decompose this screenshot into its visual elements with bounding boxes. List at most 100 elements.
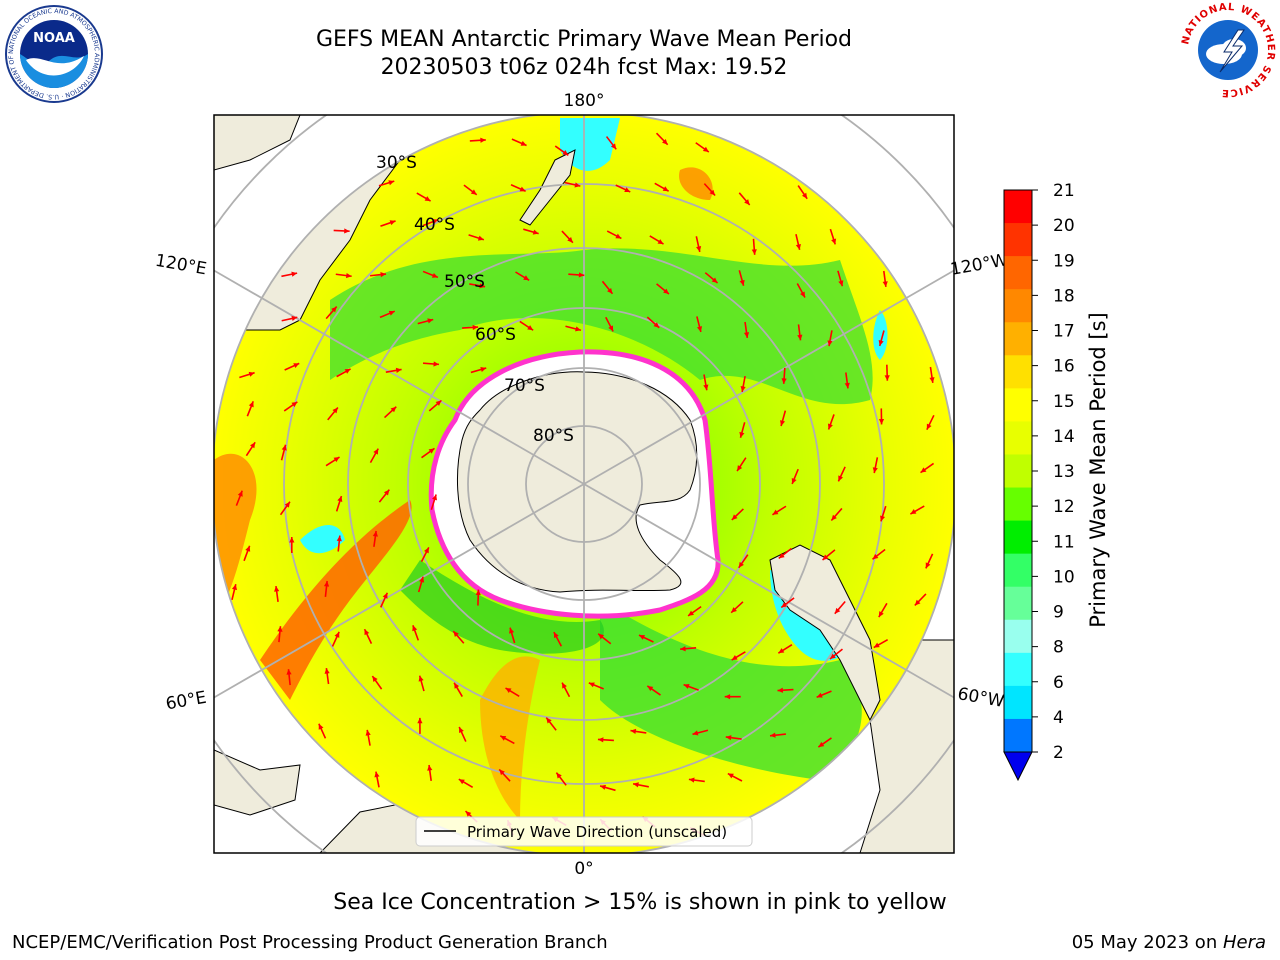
colorbar-tick-label: 11 — [1053, 532, 1075, 552]
wave-arrow-head — [432, 219, 439, 225]
lon-label-0: 0° — [574, 859, 593, 879]
colorbar-segment — [1004, 652, 1032, 687]
wave-arrow-head — [872, 467, 878, 474]
wave-arrow-head — [737, 465, 743, 472]
wave-arrow-head — [818, 741, 825, 748]
wave-arrow-head — [831, 238, 837, 245]
wave-arrow-head — [657, 239, 664, 245]
colorbar-segment — [1004, 718, 1032, 753]
wave-arrow-head — [289, 537, 295, 543]
wave-arrow-head — [739, 431, 745, 438]
wave-arrow-head — [500, 735, 507, 741]
lat-label-40s: 40°S — [414, 215, 455, 235]
wave-arrow-head — [291, 315, 298, 322]
wave-arrow-head — [424, 196, 431, 202]
wave-arrow-head — [739, 279, 745, 286]
wave-arrow-head — [332, 407, 338, 414]
colorbar-tick-label: 2 — [1053, 743, 1064, 763]
colorbar-extend-arrow — [1003, 751, 1033, 782]
colorbar-segment — [1004, 223, 1032, 257]
wave-arrow-head — [834, 607, 841, 614]
wave-arrow-head — [334, 631, 340, 638]
wave-arrow-head — [388, 310, 395, 316]
svg-text:NOAA: NOAA — [33, 31, 75, 46]
wave-arrow-head — [740, 386, 746, 392]
wave-arrow-head — [523, 275, 530, 281]
wave-arrow-head — [662, 186, 669, 192]
wave-arrow-head — [838, 475, 844, 482]
colorbar-tick-label: 4 — [1053, 708, 1064, 728]
wave-arrow-head — [417, 717, 423, 724]
wave-arrow-head — [337, 496, 343, 502]
lat-label-30s: 30°S — [376, 153, 417, 173]
wave-arrow-head — [475, 589, 481, 596]
wave-arrow-head — [597, 737, 604, 743]
wave-arrow-head — [480, 137, 486, 143]
wave-arrow-head — [696, 326, 703, 332]
land-new-zealand — [519, 149, 576, 226]
wave-arrow-head — [428, 448, 435, 454]
wave-arrow-head — [470, 189, 477, 195]
wave-arrow-head — [433, 361, 440, 367]
wave-arrow-head — [910, 509, 917, 515]
wave-arrow-head — [567, 236, 573, 243]
wave-arrow-head — [624, 187, 631, 193]
wave-arrow-head — [884, 375, 890, 381]
wave-arrow-head — [562, 682, 567, 689]
wave-arrow-head — [372, 530, 378, 537]
wave-arrow-head — [323, 580, 330, 587]
wave-arrow-head — [738, 561, 744, 568]
wave-arrow-head — [797, 334, 803, 341]
wave-arrow-head — [472, 324, 479, 331]
cyan-region-west — [300, 525, 345, 554]
wave-arrow-head — [250, 442, 256, 449]
wave-arrow-head — [725, 735, 732, 741]
colorbar-segment — [1004, 553, 1032, 588]
colorbar-segment — [1004, 685, 1032, 720]
wave-arrow-head — [245, 545, 251, 552]
wave-arrow-head — [772, 509, 779, 515]
colorbar-tick-label: 9 — [1053, 603, 1064, 623]
wave-arrow-head — [778, 648, 785, 654]
wave-arrow-head — [822, 554, 829, 560]
wave-arrow-head — [607, 287, 613, 294]
wave-arrow-head — [556, 772, 562, 779]
wave-arrow-head — [880, 515, 886, 522]
wave-arrow-head — [480, 366, 487, 372]
green-band-north — [330, 248, 873, 405]
colorbar-tick-label: 15 — [1053, 392, 1075, 412]
wave-arrow-head — [630, 728, 637, 734]
wave-arrow-head — [598, 633, 605, 640]
wave-arrow-head — [459, 727, 464, 734]
wave-arrow-head — [331, 306, 337, 313]
noaa-logo: NATIONAL OCEANIC AND ATMOSPHERIC ADMINIS… — [4, 4, 103, 103]
wave-arrow-head — [578, 272, 585, 278]
wave-arrow-head — [781, 602, 788, 608]
lon-label-120w: 120°W — [949, 250, 1010, 280]
wave-arrow-head — [647, 685, 654, 692]
wave-arrow-head — [800, 291, 805, 298]
wave-arrow-head — [662, 139, 668, 145]
wave-arrow-head — [816, 692, 823, 698]
orange-spot-north — [679, 167, 713, 200]
wave-arrow-head — [680, 646, 686, 652]
footer-date: 05 May 2023 on Hera — [1072, 932, 1266, 953]
colorbar-segment — [1004, 322, 1032, 356]
longitude-gridlines — [214, 115, 954, 853]
wave-arrow-head — [692, 730, 699, 736]
wave-arrow-head — [237, 490, 243, 497]
wave-arrow-head — [929, 377, 935, 383]
wave-arrow-head — [702, 146, 709, 153]
wave-arrow-head — [838, 280, 844, 287]
colorbar: 21 20 19 18 17 16 15 14 13 12 11 10 9 8 6 4 2 — [1003, 181, 1075, 782]
wave-arrow-head — [610, 143, 617, 150]
wave-arrow-head — [829, 653, 836, 660]
wave-arrow-head — [324, 668, 330, 674]
wave-arrow-head — [293, 363, 300, 368]
wave-arrow-head — [345, 273, 352, 279]
colorbar-tick-label: 18 — [1053, 286, 1075, 306]
wave-arrow-head — [318, 723, 324, 730]
wave-arrow-head — [731, 607, 737, 613]
wave-arrow-head — [925, 562, 931, 569]
